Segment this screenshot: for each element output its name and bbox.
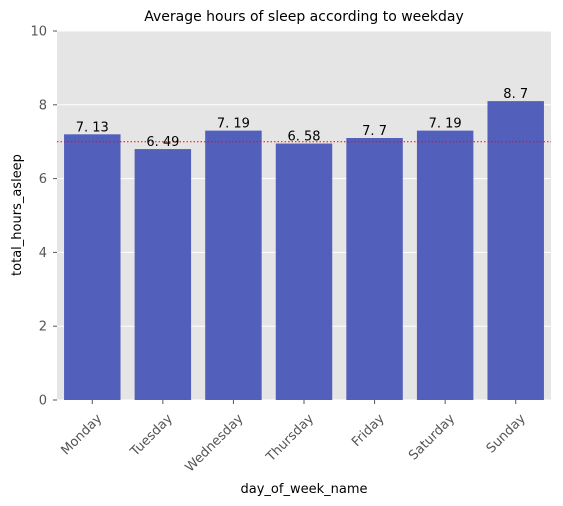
data-label-monday: 7. 13	[76, 120, 109, 135]
x-tick-label-friday: Friday	[349, 411, 388, 450]
chart-title: Average hours of sleep according to week…	[144, 9, 464, 25]
y-tick-label: 6	[39, 172, 47, 187]
bars	[64, 101, 544, 401]
y-tick-label: 0	[39, 394, 47, 409]
y-tick-label: 4	[39, 246, 47, 261]
data-label-wednesday: 7. 19	[217, 117, 250, 132]
data-label-saturday: 7. 19	[429, 117, 462, 132]
y-tick-label: 2	[39, 320, 47, 335]
bar-monday	[64, 134, 121, 400]
bar-wednesday	[205, 130, 262, 400]
bar-tuesday	[134, 149, 192, 400]
bar-sunday	[487, 101, 544, 401]
data-label-sunday: 8. 7	[503, 87, 528, 102]
x-tick-label-monday: Monday	[58, 411, 105, 458]
y-tick-label: 8	[39, 98, 47, 113]
x-axis-ticks: Monday Tuesday Wednesday Thursday Friday Satu…	[58, 400, 529, 475]
x-tick-label-tuesday: Tuesday	[127, 411, 176, 460]
x-tick-label-wednesday: Wednesday	[183, 411, 247, 475]
data-labels: 7. 13 6. 49 7. 19 6. 58 7. 7 7. 19 8. 7	[76, 87, 528, 150]
x-tick-label-thursday: Thursday	[263, 411, 317, 465]
x-tick-label-sunday: Sunday	[484, 411, 529, 456]
x-axis-label: day_of_week_name	[241, 482, 368, 497]
bar-thursday	[275, 143, 333, 401]
bar-saturday	[416, 130, 474, 400]
bar-friday	[346, 138, 403, 400]
y-axis-label: total_hours_asleep	[10, 154, 25, 276]
data-label-thursday: 6. 58	[287, 130, 320, 145]
y-axis-ticks: 0 2 4 6 8 10	[30, 25, 57, 409]
x-tick-label-saturday: Saturday	[406, 411, 458, 463]
data-label-tuesday: 6. 49	[146, 135, 179, 150]
y-tick-label: 10	[30, 25, 47, 40]
data-label-friday: 7. 7	[362, 124, 387, 139]
